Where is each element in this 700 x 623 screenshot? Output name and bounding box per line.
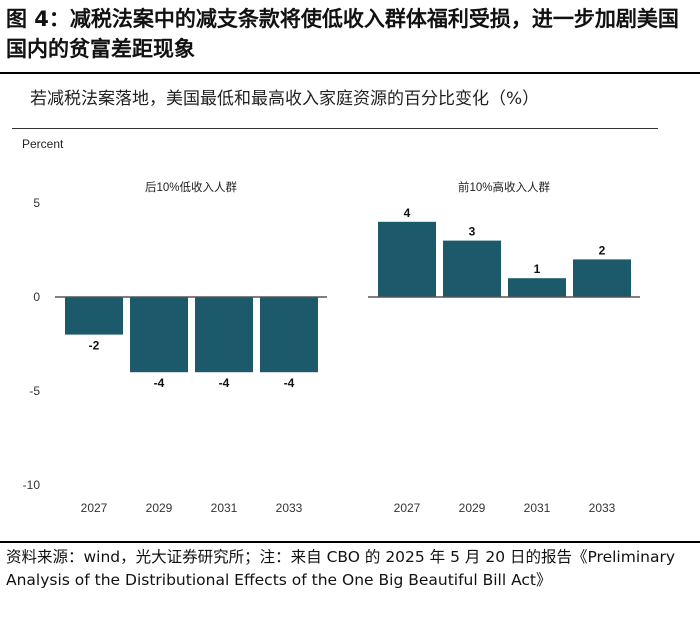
source-rule: [0, 541, 700, 543]
data-label: -4: [219, 376, 230, 390]
bar: [443, 240, 501, 297]
data-label: -4: [284, 376, 295, 390]
x-tick-label: 2031: [524, 501, 551, 515]
data-label: 2: [599, 243, 606, 257]
bar: [260, 297, 318, 373]
bar: [573, 259, 631, 297]
bar: [65, 297, 123, 335]
bar-chart: 5 0 -5 -10 后10%低收入人群 -2 2027 -4 2029 -4 2031 -4 2033…: [23, 180, 640, 515]
data-label: 3: [469, 225, 476, 239]
data-label: -2: [89, 339, 100, 353]
title-rule: [0, 72, 700, 74]
bar: [508, 278, 566, 297]
x-tick-label: 2029: [459, 501, 486, 515]
x-tick-label: 2033: [276, 501, 303, 515]
bar: [130, 297, 188, 373]
data-label: -4: [154, 376, 165, 390]
bar: [195, 297, 253, 373]
y-axis-label: Percent: [22, 137, 64, 151]
x-tick-label: 2027: [81, 501, 108, 515]
data-label: 4: [404, 206, 411, 220]
x-tick-label: 2029: [146, 501, 173, 515]
data-label: 1: [534, 262, 541, 276]
figure-title: 图 4：减税法案中的减支条款将使低收入群体福利受损，进一步加剧美国国内的贫富差距…: [6, 7, 679, 61]
chart-title-rule: [12, 128, 658, 129]
source-note: 资料来源：wind，光大证券研究所；注：来自 CBO 的 2025 年 5 月 …: [6, 548, 676, 589]
x-tick-label: 2027: [394, 501, 421, 515]
chart-title: 若减税法案落地，美国最低和最高收入家庭资源的百分比变化（%）: [30, 89, 540, 109]
panel-label: 前10%高收入人群: [458, 180, 551, 194]
y-tick-label: -5: [29, 384, 40, 398]
x-tick-label: 2031: [211, 501, 238, 515]
y-tick-label: -10: [23, 478, 41, 492]
y-tick-label: 0: [33, 290, 40, 304]
y-tick-label: 5: [33, 196, 40, 210]
x-tick-label: 2033: [589, 501, 616, 515]
bar: [378, 221, 436, 297]
panel-label: 后10%低收入人群: [145, 180, 238, 194]
